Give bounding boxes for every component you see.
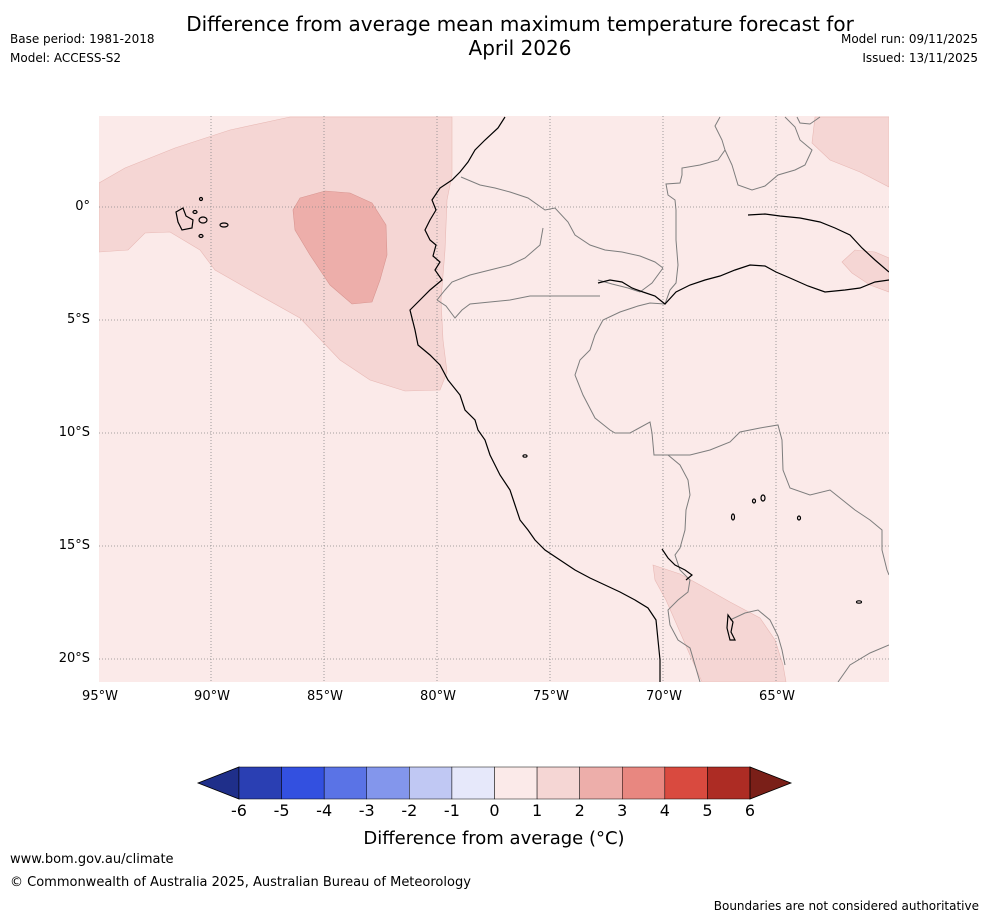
anomaly-1-2-northeast <box>811 116 889 188</box>
base-period: Base period: 1981-2018 <box>10 32 155 46</box>
colorbar-segment <box>281 766 325 800</box>
colorbar-title: Difference from average (°C) <box>363 828 625 849</box>
colorbar-tick-label: -2 <box>401 801 418 820</box>
galapagos-islands <box>175 196 863 641</box>
colorbar-segment <box>451 766 495 800</box>
footer-url: www.bom.gov.au/climate <box>10 852 174 867</box>
anomaly-2-3-region <box>292 190 388 305</box>
lon-label-65w: 65°W <box>759 689 795 704</box>
coastlines <box>409 116 889 682</box>
colorbar-segment <box>494 766 538 800</box>
title-line-1: Difference from average mean maximum tem… <box>186 12 854 36</box>
colorbar-segment <box>707 766 751 800</box>
colorbar-segment <box>366 766 410 800</box>
colorbar-tick-label: -4 <box>316 801 333 820</box>
footer-copyright: © Commonwealth of Australia 2025, Austra… <box>10 875 471 890</box>
lon-label-95w: 95°W <box>82 689 118 704</box>
anomaly-1-2-south <box>652 564 787 682</box>
colorbar-tick-label: 1 <box>531 801 543 820</box>
lon-label-75w: 75°W <box>533 689 569 704</box>
colorbar-segment <box>409 766 453 800</box>
colorbar-tick-label: -1 <box>443 801 460 820</box>
lat-label-20s: 20°S <box>58 651 90 666</box>
colorbar-tick-label: 5 <box>702 801 713 820</box>
colorbar-tick-label: 3 <box>617 801 628 820</box>
map-title: Difference from average mean maximum tem… <box>0 12 988 60</box>
colorbar-tick-label: 2 <box>574 801 585 820</box>
lon-label-90w: 90°W <box>194 689 230 704</box>
colorbar-tick-label: 0 <box>489 801 500 820</box>
colorbar-arrow-high <box>749 766 793 800</box>
colorbar-tick-label: 6 <box>744 801 756 820</box>
lat-label-10s: 10°S <box>58 425 90 440</box>
colorbar-arrow-low <box>196 766 240 800</box>
colorbar-segment <box>323 766 367 800</box>
lat-label-15s: 15°S <box>58 538 90 553</box>
model-name: Model: ACCESS-S2 <box>10 51 122 65</box>
lon-label-85w: 85°W <box>307 689 343 704</box>
anomaly-1-2-region <box>99 116 453 392</box>
lon-label-70w: 70°W <box>646 689 682 704</box>
lat-label-0: 0° <box>75 199 90 214</box>
colorbar-segment <box>536 766 580 800</box>
lon-label-80w: 80°W <box>420 689 456 704</box>
country-borders <box>436 116 889 682</box>
colorbar-segment <box>579 766 623 800</box>
colorbar-segment <box>238 766 282 800</box>
colorbar-segment <box>664 766 708 800</box>
colorbar-tick-label: -6 <box>231 801 247 820</box>
issued-date: Issued: 13/11/2025 <box>862 51 978 65</box>
footer-boundary-note: Boundaries are not considered authoritat… <box>713 899 979 913</box>
lat-label-5s: 5°S <box>66 312 90 327</box>
graticule <box>99 116 889 682</box>
colorbar-segment <box>622 766 666 800</box>
colorbar-tick-label: -5 <box>273 801 290 820</box>
colorbar-tick-label: -3 <box>358 801 375 820</box>
colorbar-tick-label: 4 <box>659 801 670 820</box>
title-line-2: April 2026 <box>468 36 572 60</box>
model-run-date: Model run: 09/11/2025 <box>840 32 978 46</box>
